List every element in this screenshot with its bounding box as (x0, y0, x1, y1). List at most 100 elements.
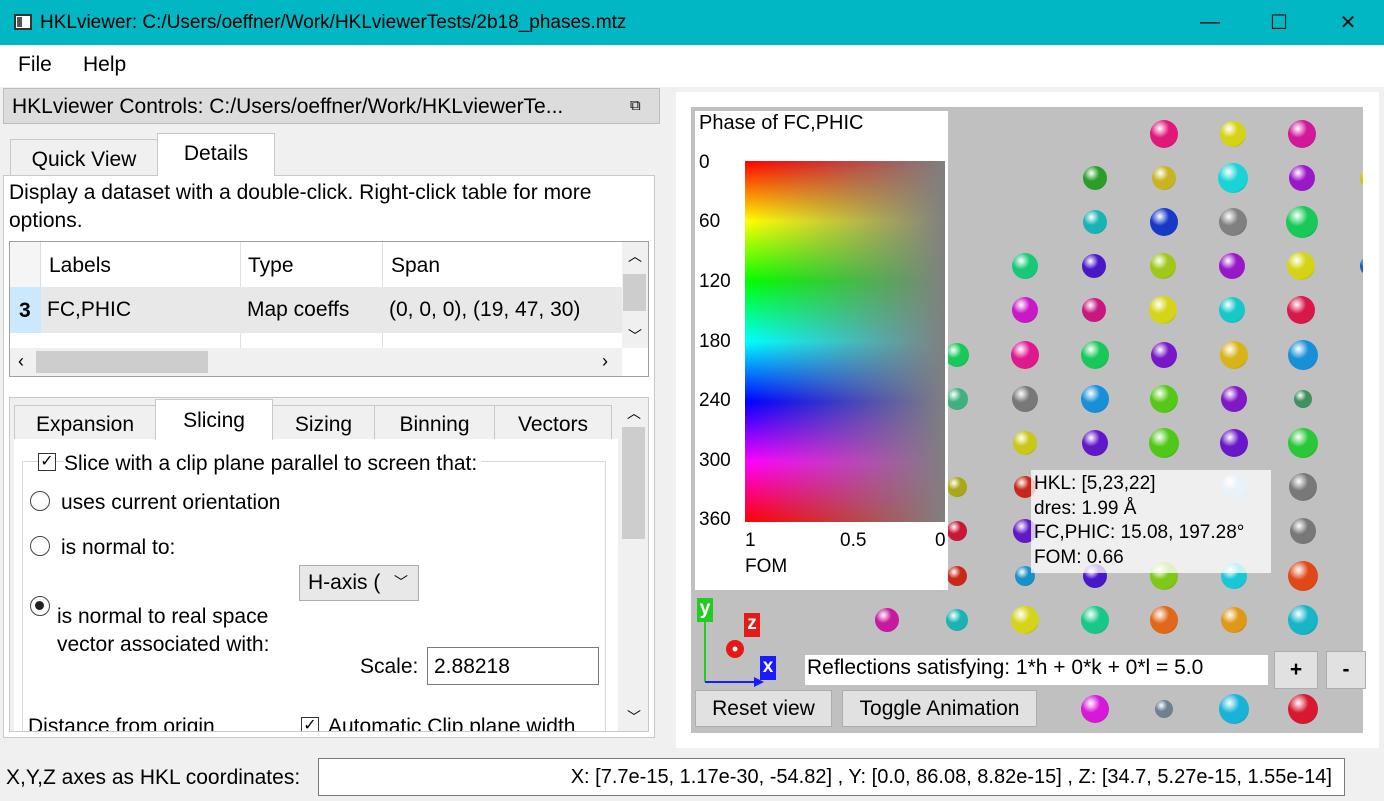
reflection-sphere[interactable] (947, 566, 967, 586)
reflection-sphere[interactable] (1015, 566, 1035, 586)
reflection-sphere[interactable] (1288, 340, 1318, 370)
tab-sizing[interactable]: Sizing (272, 405, 375, 440)
reflection-sphere[interactable] (1081, 385, 1109, 413)
reflection-sphere[interactable] (875, 608, 899, 632)
plus-button[interactable]: + (1274, 651, 1318, 689)
reflection-sphere[interactable] (1014, 476, 1036, 498)
reflection-sphere[interactable] (946, 609, 968, 631)
reflection-sphere[interactable] (1289, 473, 1317, 501)
reflection-sphere[interactable] (1221, 386, 1247, 412)
reset-view-button[interactable]: Reset view (695, 690, 832, 727)
scroll-right-icon[interactable]: › (602, 351, 608, 371)
scale-input[interactable]: 2.88218 (427, 647, 599, 685)
reflection-sphere[interactable] (1012, 386, 1038, 412)
reflection-sphere[interactable] (1288, 120, 1316, 148)
scroll-down-icon[interactable]: ﹀ (628, 328, 642, 344)
reflection-sphere[interactable] (1220, 341, 1248, 369)
reflection-sphere[interactable] (1150, 606, 1178, 634)
scroll-thumb[interactable] (622, 427, 645, 539)
reflection-sphere[interactable] (945, 343, 969, 367)
reflection-sphere[interactable] (1220, 121, 1246, 147)
reflection-sphere[interactable] (1290, 518, 1316, 544)
row-type[interactable]: Map coeffs (247, 298, 350, 321)
reflection-sphere[interactable] (1150, 253, 1176, 279)
reflection-sphere[interactable] (1013, 431, 1037, 455)
axes-hkl-field[interactable]: X: [7.7e-15, 1.17e-30, -54.82] , Y: [0.0… (318, 758, 1345, 796)
reflection-sphere[interactable] (1150, 120, 1178, 148)
reflection-sphere[interactable] (1081, 695, 1109, 723)
reflection-sphere[interactable] (1149, 428, 1179, 458)
tab-slicing[interactable]: Slicing (155, 399, 273, 440)
reflection-sphere[interactable] (1081, 606, 1109, 634)
hscroll-thumb[interactable] (36, 351, 208, 373)
reflection-sphere[interactable] (1220, 429, 1248, 457)
reflection-sphere[interactable] (947, 521, 967, 541)
reflection-sphere[interactable] (1150, 208, 1178, 236)
scroll-up-icon[interactable]: ︿ (628, 248, 642, 264)
table-hscrollbar[interactable]: ‹ › (10, 348, 622, 376)
reflection-sphere[interactable] (1219, 253, 1245, 279)
reflection-sphere[interactable] (947, 477, 967, 497)
reflection-sphere[interactable] (1288, 561, 1318, 591)
reflection-sphere[interactable] (1082, 254, 1106, 278)
auto-clip-checkbox[interactable]: ✓ (301, 717, 319, 731)
row-span[interactable]: (0, 0, 0), (19, 47, 30) (389, 298, 581, 321)
reflection-sphere[interactable] (1219, 208, 1247, 236)
reflection-sphere[interactable] (1012, 297, 1038, 323)
minus-button[interactable]: - (1326, 651, 1366, 689)
reflection-sphere[interactable] (1081, 341, 1109, 369)
reflection-sphere[interactable] (1011, 606, 1039, 634)
reflection-sphere[interactable] (1288, 605, 1318, 635)
radio-real-space[interactable] (30, 596, 50, 616)
reflection-sphere[interactable] (1011, 341, 1039, 369)
reflection-sphere[interactable] (1082, 430, 1108, 456)
reflection-sphere[interactable] (1360, 167, 1363, 189)
reflection-sphere[interactable] (1219, 694, 1249, 724)
scroll-left-icon[interactable]: ‹ (18, 351, 24, 371)
reflection-sphere[interactable] (1286, 206, 1318, 238)
clip-plane-checkbox[interactable]: ✓ (38, 453, 56, 471)
reflection-sphere[interactable] (1288, 694, 1318, 724)
reflection-sphere[interactable] (1152, 166, 1176, 190)
reflection-sphere[interactable] (1221, 607, 1247, 633)
scroll-down-icon[interactable]: ﹀ (627, 709, 641, 725)
tab-expansion[interactable]: Expansion (14, 405, 156, 440)
reflection-sphere[interactable] (1288, 428, 1318, 458)
toggle-animation-button[interactable]: Toggle Animation (842, 690, 1037, 727)
tab-details[interactable]: Details (157, 133, 275, 176)
reflection-sphere[interactable] (1149, 296, 1177, 324)
tab-quick-view[interactable]: Quick View (10, 139, 158, 176)
row-label[interactable]: FC,PHIC (47, 298, 131, 321)
reflection-sphere[interactable] (1360, 256, 1363, 276)
reflection-sphere[interactable] (1287, 296, 1315, 324)
reflection-sphere[interactable] (1082, 298, 1106, 322)
reflection-sphere[interactable] (1218, 163, 1248, 193)
maximize-button[interactable]: ☐ (1270, 12, 1288, 34)
radio-current-orientation[interactable] (30, 491, 50, 511)
reflection-sphere[interactable] (1012, 253, 1038, 279)
scroll-thumb[interactable] (623, 274, 646, 311)
reflection-sphere[interactable] (1151, 342, 1177, 368)
close-button[interactable]: ✕ (1339, 12, 1357, 34)
scroll-up-icon[interactable]: ︿ (627, 405, 641, 421)
radio-normal-to[interactable] (30, 536, 50, 556)
float-dock-icon[interactable]: ⧉ (630, 97, 641, 114)
reflection-sphere[interactable] (1083, 210, 1107, 234)
table-row[interactable] (10, 287, 622, 333)
minimize-button[interactable]: — (1200, 11, 1220, 33)
reflection-sphere[interactable] (1294, 390, 1312, 408)
reflection-sphere[interactable] (1083, 166, 1107, 190)
reflection-sphere[interactable] (1287, 252, 1315, 280)
reflection-sphere[interactable] (1289, 165, 1315, 191)
menu-file[interactable]: File (18, 53, 52, 76)
table-vscrollbar[interactable]: ︿ ﹀ (622, 242, 648, 348)
reflection-sphere[interactable] (1219, 297, 1245, 323)
tab-binning[interactable]: Binning (374, 405, 495, 440)
reflection-sphere[interactable] (946, 388, 968, 410)
settings-vscrollbar[interactable]: ︿ ﹀ (620, 399, 647, 730)
menu-help[interactable]: Help (83, 53, 127, 76)
reflection-sphere[interactable] (1155, 700, 1173, 718)
tab-vectors[interactable]: Vectors (494, 405, 612, 440)
axis-select[interactable]: H-axis ( ﹀ (299, 565, 419, 601)
reflection-sphere[interactable] (1150, 385, 1178, 413)
